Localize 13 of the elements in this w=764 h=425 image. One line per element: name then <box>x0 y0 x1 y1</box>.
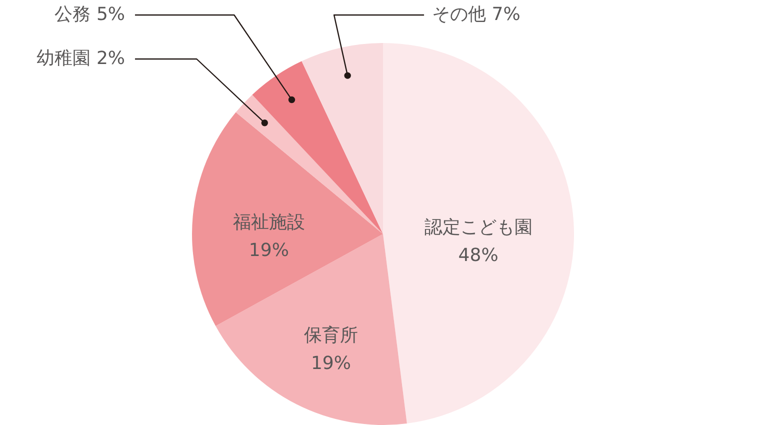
slice-label: 幼稚園 2% <box>36 48 125 69</box>
slice-label: その他 7% <box>432 4 520 25</box>
pie-slice <box>252 61 383 234</box>
slice-label: 福祉施設 <box>232 212 305 234</box>
pie-slice <box>192 112 383 326</box>
data-label: 19% <box>248 240 289 262</box>
slice-label: 公務 5% <box>54 4 125 25</box>
data-label: 48% <box>458 245 498 266</box>
slice-label: 認定こども園 <box>424 217 532 238</box>
data-label: 19% <box>310 353 351 374</box>
pie-slice <box>216 234 407 425</box>
pie-slice <box>383 43 574 424</box>
slice-label: 保育所 <box>304 325 358 346</box>
